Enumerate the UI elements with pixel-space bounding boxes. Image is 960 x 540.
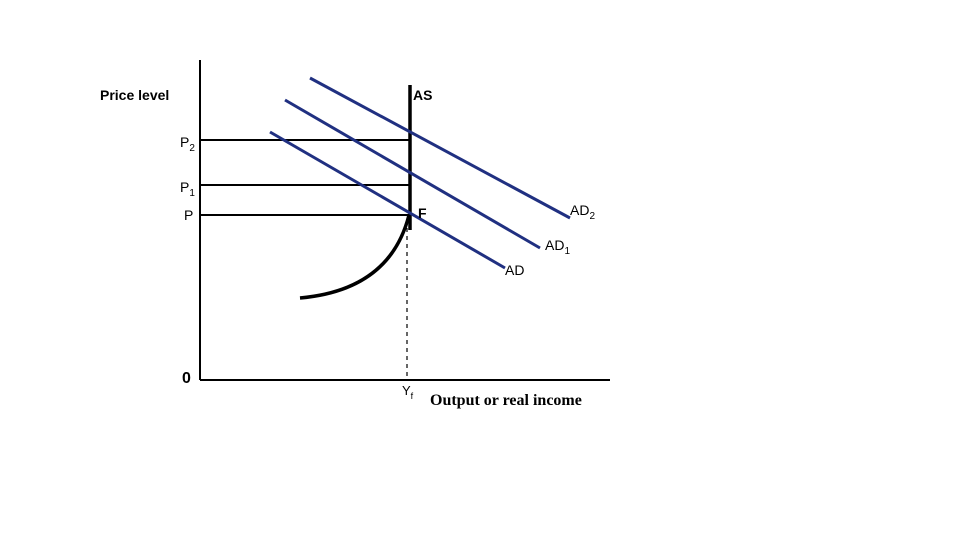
label: P1 [180, 179, 195, 199]
label: AD [505, 262, 524, 278]
ad-line-ad2 [310, 78, 570, 218]
as-ad-chart: Price level Output or real income 0 P P1 P2 AS… [0, 0, 960, 540]
label: AD2 [570, 202, 595, 222]
as-label: AS [413, 87, 432, 103]
label: Yf [402, 383, 414, 401]
ad-line-ad [270, 132, 505, 268]
point-f-label: F [418, 205, 427, 221]
label: P [184, 207, 193, 223]
ad-line-ad1 [285, 100, 540, 248]
label: P2 [180, 134, 195, 154]
x-axis-label: Output or real income [430, 392, 582, 409]
label: AD1 [545, 237, 570, 257]
as-curve [300, 215, 409, 298]
origin-label: 0 [182, 370, 191, 387]
y-axis-label: Price level [100, 87, 169, 103]
